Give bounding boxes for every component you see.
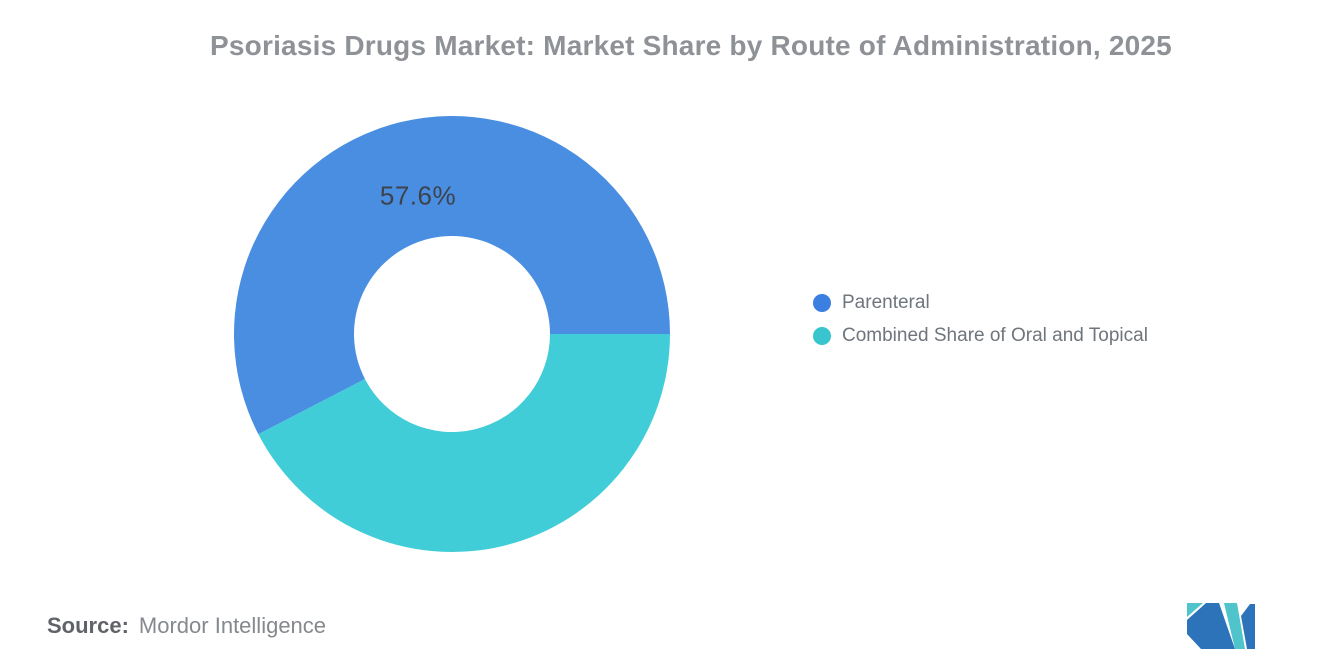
legend-label-oral-topical: Combined Share of Oral and Topical xyxy=(842,324,1148,346)
legend-marker-oral-topical-icon xyxy=(813,326,831,345)
legend-item-oral-topical: Combined Share of Oral and Topical xyxy=(813,319,1148,352)
source-prefix: Source: xyxy=(47,613,129,638)
pie-data-label: 57.6% xyxy=(379,180,457,211)
donut-chart xyxy=(234,115,671,552)
chart-title: Psoriasis Drugs Market: Market Share by … xyxy=(210,30,1172,61)
logo-shape-teal-band xyxy=(1224,603,1245,649)
legend: Parenteral Combined Share of Oral and To… xyxy=(813,286,1148,352)
logo-shape-teal-apex xyxy=(1187,603,1203,617)
legend-label-parenteral: Parenteral xyxy=(842,291,930,313)
mordor-intelligence-logo-icon xyxy=(1187,603,1255,649)
pie-slice-combined-share-of-oral-and-topical xyxy=(258,334,670,552)
logo-shape-blue-band xyxy=(1187,603,1235,649)
source-line: Source: Mordor Intelligence xyxy=(47,613,326,639)
legend-item-parenteral: Parenteral xyxy=(813,286,1148,319)
source-text: Mordor Intelligence xyxy=(138,613,327,638)
logo-shape-blue-bar xyxy=(1241,604,1255,649)
legend-marker-parenteral-icon xyxy=(813,293,831,312)
pie-slice-parenteral xyxy=(234,115,671,435)
